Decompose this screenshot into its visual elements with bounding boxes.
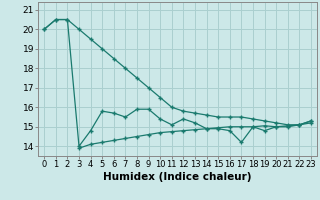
X-axis label: Humidex (Indice chaleur): Humidex (Indice chaleur) bbox=[103, 172, 252, 182]
